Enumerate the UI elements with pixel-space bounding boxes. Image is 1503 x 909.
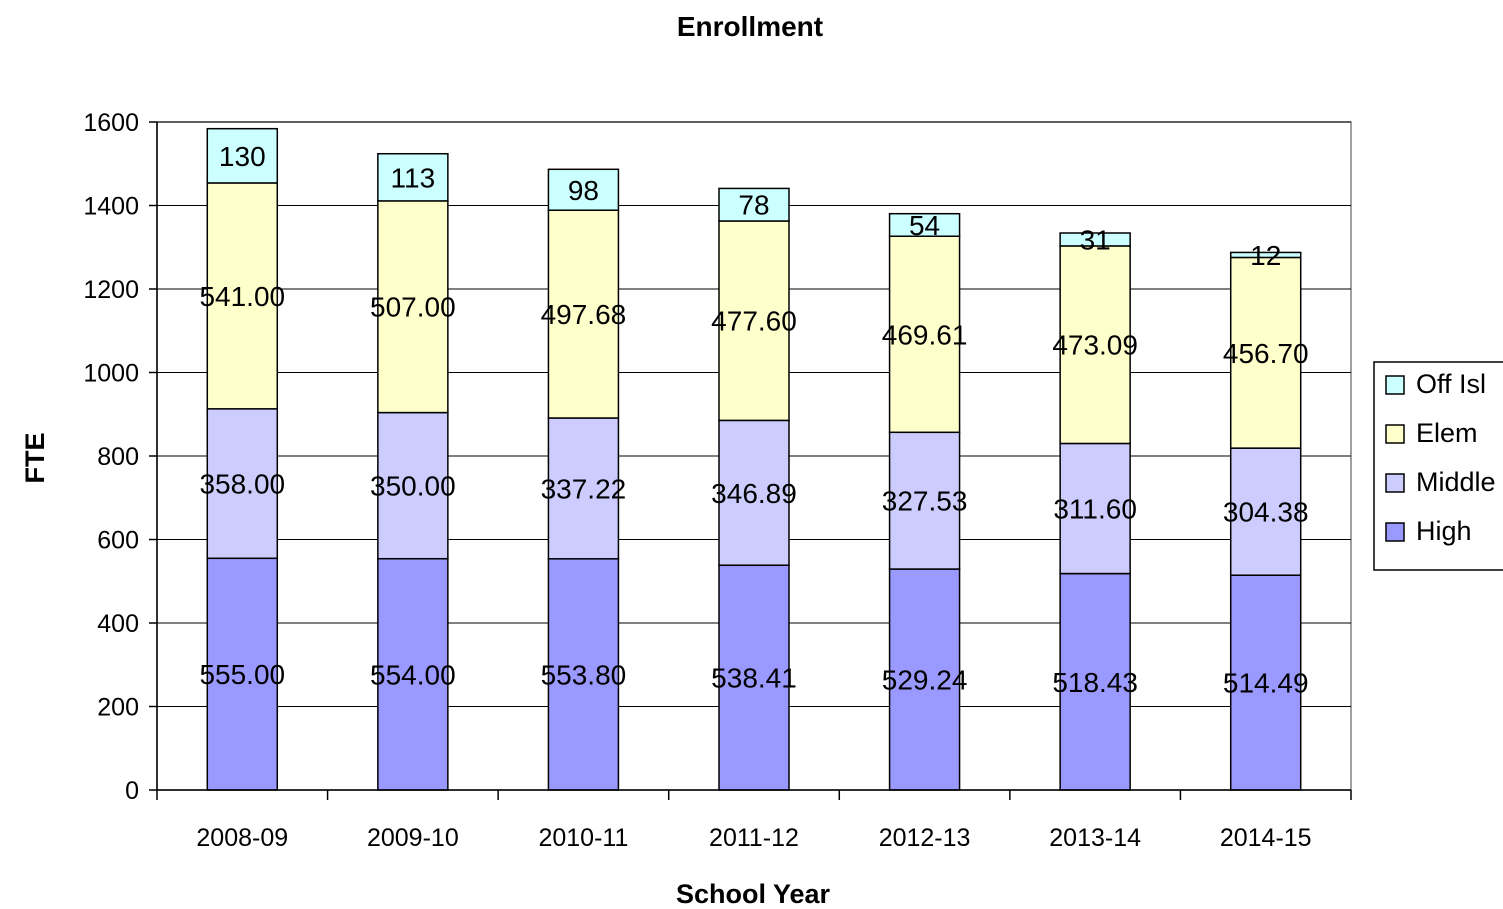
data-label: 337.22 <box>541 473 627 504</box>
bar-segment-elem <box>1229 256 1302 449</box>
x-tick-label: 2014-15 <box>1220 824 1312 852</box>
legend-label: Middle <box>1416 467 1496 497</box>
data-label: 541.00 <box>199 281 285 312</box>
x-tick-label: 2011-12 <box>709 824 799 852</box>
y-tick-label: 1000 <box>83 360 139 388</box>
data-label: 327.53 <box>882 486 968 517</box>
data-label: 554.00 <box>370 659 456 690</box>
data-label: 555.00 <box>199 659 285 690</box>
data-label: 553.80 <box>541 659 627 690</box>
bar-segment-high <box>547 558 620 791</box>
legend: Off Isl Elem Middle High <box>1373 361 1503 571</box>
bar-segment-middle <box>206 408 279 560</box>
data-label: 469.61 <box>882 319 968 350</box>
data-label: 358.00 <box>199 469 285 500</box>
legend-swatch <box>1385 424 1405 444</box>
y-tick-label: 0 <box>125 777 139 805</box>
data-label: 12 <box>1250 240 1281 271</box>
data-label: 497.68 <box>541 299 627 330</box>
legend-label: Elem <box>1416 418 1478 448</box>
bar-segment-off-isl <box>888 212 961 237</box>
y-tick-label: 400 <box>97 610 139 638</box>
data-label: 518.43 <box>1052 667 1138 698</box>
bar-segment-middle <box>888 431 961 570</box>
y-tick-label: 200 <box>97 694 139 722</box>
y-tick-label: 1200 <box>83 276 139 304</box>
chart-title: Enrollment <box>677 11 823 42</box>
data-label: 514.49 <box>1223 668 1309 699</box>
data-labels: 555.00 358.00 541.00 130 554.00 350.00 507.00 1… <box>199 141 1308 699</box>
bar-segment-elem <box>206 182 279 410</box>
x-tick-label: 2009-10 <box>367 824 459 852</box>
y-tick-label: 600 <box>97 527 139 555</box>
bar-segment-high <box>1059 572 1131 791</box>
bar-segment-elem <box>547 209 620 419</box>
data-label: 350.00 <box>370 471 456 502</box>
bar-segment-middle <box>1229 447 1302 576</box>
bar-segment-elem <box>1059 245 1131 445</box>
x-tick-label: 2010-11 <box>538 824 628 852</box>
bar-segment-high <box>206 557 279 791</box>
data-label: 54 <box>909 210 940 241</box>
data-label: 507.00 <box>370 292 456 323</box>
y-tick-label: 1400 <box>83 193 139 221</box>
y-tick-label: 1600 <box>83 109 139 137</box>
bar-segment-elem <box>377 200 449 414</box>
data-label: 98 <box>568 175 599 206</box>
legend-swatch <box>1385 375 1405 395</box>
data-label: 456.70 <box>1223 338 1309 369</box>
y-axis-title: FTE <box>20 433 50 484</box>
y-tick-label: 800 <box>97 443 139 471</box>
data-label: 477.60 <box>711 306 797 337</box>
data-label: 311.60 <box>1053 494 1137 525</box>
bar-segment-off-isl <box>547 168 620 211</box>
x-tick-label: 2008-09 <box>196 824 288 852</box>
data-label: 78 <box>738 190 769 221</box>
data-label: 473.09 <box>1052 330 1138 361</box>
legend-label: Off Isl <box>1416 369 1486 399</box>
bar-segment-off-isl <box>1059 232 1131 247</box>
bar-segment-elem <box>888 235 961 434</box>
data-label: 130 <box>219 141 266 172</box>
x-tick-label: 2012-13 <box>879 824 971 852</box>
legend-swatch <box>1385 473 1405 493</box>
bars <box>206 127 1302 791</box>
data-label: 529.24 <box>882 665 968 696</box>
data-label: 31 <box>1080 224 1111 255</box>
data-label: 304.38 <box>1223 497 1309 528</box>
bar-segment-high <box>1229 574 1302 791</box>
bar-segment-off-isl <box>1229 251 1302 259</box>
bar-segment-middle <box>547 417 620 560</box>
bar-segment-off-isl <box>206 127 279 184</box>
legend-swatch <box>1385 522 1405 542</box>
data-label: 113 <box>391 162 436 193</box>
bar-segment-high <box>888 568 961 791</box>
x-axis-title: School Year <box>676 879 831 909</box>
bar-segment-middle <box>1059 442 1131 575</box>
x-tick-label: 2013-14 <box>1049 824 1141 852</box>
data-label: 538.41 <box>711 663 797 694</box>
bar-segment-off-isl <box>718 187 790 222</box>
data-label: 346.89 <box>711 478 797 509</box>
bar-segment-off-isl <box>377 152 449 202</box>
legend-label: High <box>1416 516 1472 546</box>
axes: 0 200 400 600 800 1000 1200 1400 1600 2008-09 2009… <box>83 109 1352 852</box>
